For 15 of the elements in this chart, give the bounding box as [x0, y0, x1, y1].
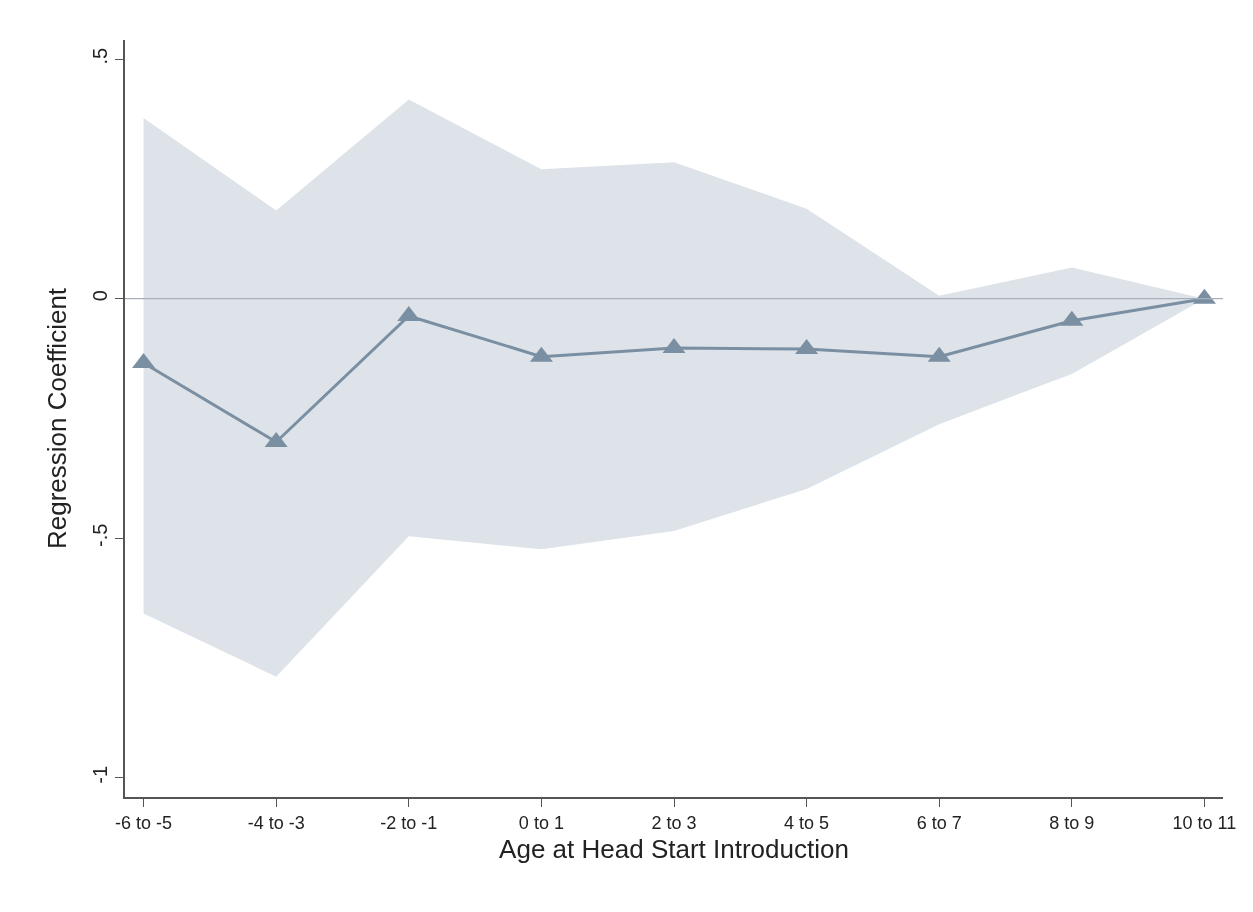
x-tick-label: 0 to 1	[518, 812, 564, 833]
x-tick-label: -6 to -5	[115, 812, 173, 833]
x-tick-label: 4 to 5	[784, 812, 830, 833]
y-tick-label: 0	[89, 290, 111, 302]
x-tick-label: -4 to -3	[247, 812, 305, 833]
x-tick-label: 2 to 3	[651, 812, 697, 833]
y-tick-label: -.5	[89, 523, 111, 547]
y-axis-title: Regression Coefficient	[41, 287, 72, 550]
y-tick-label: -1	[89, 765, 111, 784]
x-tick-label: -2 to -1	[380, 812, 438, 833]
x-tick-label: 10 to 11	[1172, 812, 1237, 833]
x-tick-label: 8 to 9	[1049, 812, 1095, 833]
x-axis-title: Age at Head Start Introduction	[499, 833, 849, 864]
x-tick-label: 6 to 7	[916, 812, 962, 833]
y-tick-label: .5	[89, 47, 111, 65]
